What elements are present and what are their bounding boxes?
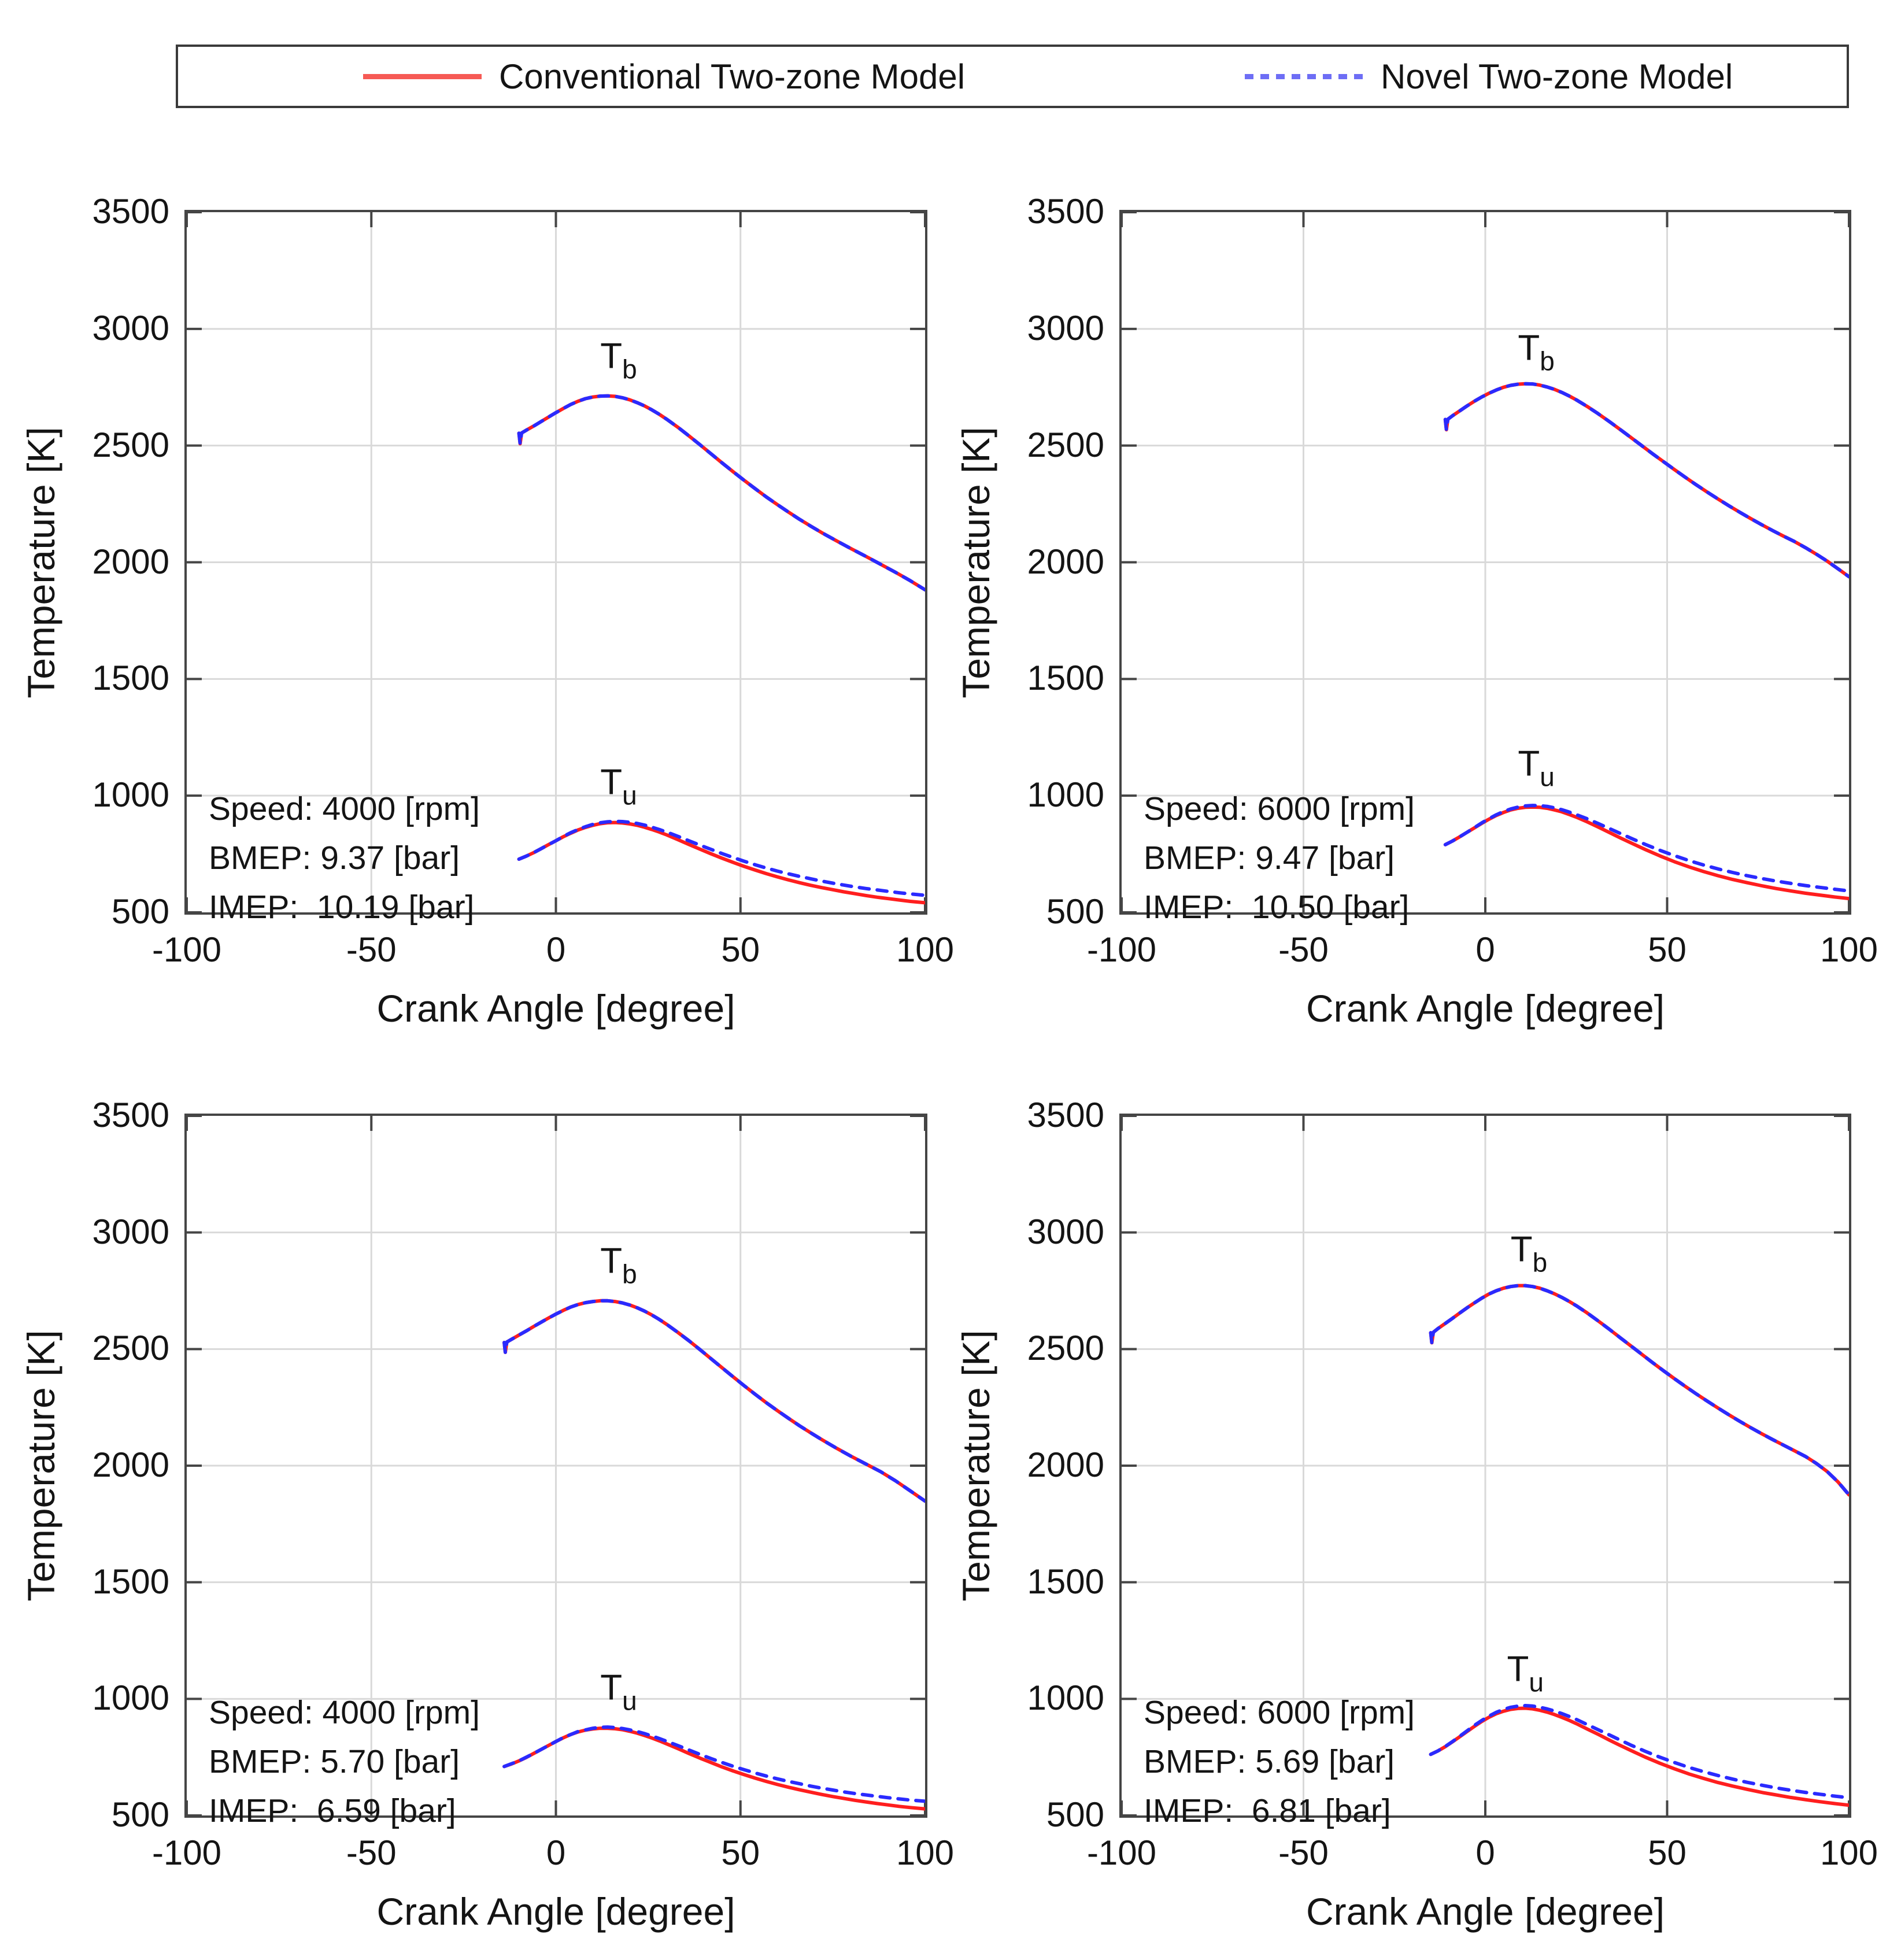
x-axis-label: Crank Angle [degree] xyxy=(376,987,735,1030)
operating-point-annotation: Speed: 4000 [rpm] BMEP: 5.70 [bar] IMEP:… xyxy=(209,1688,480,1836)
legend-item-novel: Novel Two-zone Model xyxy=(1245,47,1733,106)
tu-curve-label: Tu xyxy=(600,1667,637,1716)
legend-label: Novel Two-zone Model xyxy=(1381,57,1733,96)
x-tick-label: 0 xyxy=(1475,930,1495,969)
plot-area xyxy=(184,210,927,915)
x-tick-label: -100 xyxy=(151,930,222,969)
x-tick-label: -50 xyxy=(1278,1833,1329,1872)
plot-canvas xyxy=(1122,212,1849,912)
x-tick-label: 100 xyxy=(896,930,955,969)
plot-area xyxy=(184,1114,927,1818)
y-tick-label: 3500 xyxy=(1027,192,1104,231)
blue-dashed-line-sample xyxy=(1245,73,1363,79)
y-tick-label: 2500 xyxy=(92,425,169,464)
bmep-text: BMEP: 5.69 [bar] xyxy=(1144,1743,1395,1780)
speed-text: Speed: 4000 [rpm] xyxy=(209,790,480,827)
y-tick-label: 500 xyxy=(111,1795,169,1834)
tu-curve-label: Tu xyxy=(600,762,637,811)
y-tick-label: 500 xyxy=(111,892,169,931)
operating-point-annotation: Speed: 6000 [rpm] BMEP: 5.69 [bar] IMEP:… xyxy=(1144,1688,1415,1836)
plot-canvas xyxy=(187,212,925,912)
bmep-text: BMEP: 9.37 [bar] xyxy=(209,840,460,877)
x-tick-label: -100 xyxy=(1086,930,1157,969)
x-axis-label: Crank Angle [degree] xyxy=(1305,1890,1665,1933)
bmep-text: BMEP: 5.70 [bar] xyxy=(209,1743,460,1780)
legend: Conventional Two-zone Model Novel Two-zo… xyxy=(176,45,1849,108)
plot-canvas xyxy=(1122,1116,1849,1815)
tu-curve-label: Tu xyxy=(1507,1649,1544,1698)
y-tick-label: 2500 xyxy=(1027,1329,1104,1368)
y-tick-label: 1000 xyxy=(1027,775,1104,815)
x-tick-label: -50 xyxy=(346,1833,397,1872)
y-tick-label: 2500 xyxy=(92,1329,169,1368)
x-tick-label: -100 xyxy=(1086,1833,1157,1872)
y-tick-label: 3500 xyxy=(92,192,169,231)
y-tick-label: 3500 xyxy=(1027,1096,1104,1134)
legend-item-conventional: Conventional Two-zone Model xyxy=(363,47,965,106)
y-tick-label: 1000 xyxy=(92,1678,169,1718)
x-tick-label: 100 xyxy=(1819,1833,1878,1872)
plot-canvas xyxy=(187,1116,925,1815)
operating-point-annotation: Speed: 4000 [rpm] BMEP: 9.37 [bar] IMEP:… xyxy=(209,785,480,932)
red-solid-line-sample xyxy=(363,73,482,79)
tb-curve-label: Tb xyxy=(1510,1229,1548,1278)
y-tick-label: 500 xyxy=(1046,892,1104,931)
bmep-text: BMEP: 9.47 [bar] xyxy=(1144,840,1395,877)
x-tick-label: 50 xyxy=(721,1833,760,1872)
speed-text: Speed: 6000 [rpm] xyxy=(1144,1694,1415,1731)
x-tick-label: 100 xyxy=(896,1833,955,1872)
y-tick-label: 3000 xyxy=(92,1212,169,1251)
tb-curve-label: Tb xyxy=(1518,328,1555,376)
x-axis-label: Crank Angle [degree] xyxy=(1305,987,1665,1030)
legend-label: Conventional Two-zone Model xyxy=(499,57,966,96)
imep-text: IMEP: 6.59 [bar] xyxy=(209,1792,456,1829)
x-tick-label: 0 xyxy=(546,930,566,969)
y-tick-label: 1500 xyxy=(1027,1562,1104,1601)
y-tick-label: 1500 xyxy=(92,1562,169,1601)
y-tick-label: 2000 xyxy=(92,542,169,581)
imep-text: IMEP: 10.19 [bar] xyxy=(209,889,475,926)
tb-curve-label: Tb xyxy=(600,1241,637,1289)
y-tick-label: 2500 xyxy=(1027,425,1104,464)
y-tick-label: 1500 xyxy=(1027,659,1104,698)
tb-curve-label: Tb xyxy=(600,336,637,384)
y-tick-label: 2000 xyxy=(92,1445,169,1484)
speed-text: Speed: 6000 [rpm] xyxy=(1144,790,1415,827)
x-tick-label: 50 xyxy=(1648,1833,1687,1872)
y-tick-label: 3000 xyxy=(92,308,169,347)
y-tick-label: 2000 xyxy=(1027,542,1104,581)
y-tick-label: 3000 xyxy=(1027,308,1104,347)
x-tick-label: -100 xyxy=(151,1833,222,1872)
y-tick-label: 500 xyxy=(1046,1795,1104,1834)
y-tick-label: 1000 xyxy=(1027,1678,1104,1718)
operating-point-annotation: Speed: 6000 [rpm] BMEP: 9.47 [bar] IMEP:… xyxy=(1144,785,1415,932)
x-tick-label: 50 xyxy=(1648,930,1687,969)
x-tick-label: 0 xyxy=(1475,1833,1495,1872)
y-tick-label: 1500 xyxy=(92,659,169,698)
plot-area xyxy=(1119,1114,1851,1818)
x-tick-label: -50 xyxy=(346,930,397,969)
x-tick-label: 50 xyxy=(721,930,760,969)
y-tick-label: 1000 xyxy=(92,775,169,815)
y-tick-label: 2000 xyxy=(1027,1445,1104,1484)
y-tick-label: 3500 xyxy=(92,1096,169,1134)
tu-curve-label: Tu xyxy=(1518,744,1555,792)
x-tick-label: 0 xyxy=(546,1833,566,1872)
imep-text: IMEP: 10.50 [bar] xyxy=(1144,889,1410,926)
plot-area xyxy=(1119,210,1851,915)
x-axis-label: Crank Angle [degree] xyxy=(376,1890,735,1933)
imep-text: IMEP: 6.81 [bar] xyxy=(1144,1792,1391,1829)
x-tick-label: 100 xyxy=(1819,930,1878,969)
x-tick-label: -50 xyxy=(1278,930,1329,969)
speed-text: Speed: 4000 [rpm] xyxy=(209,1694,480,1731)
y-tick-label: 3000 xyxy=(1027,1212,1104,1251)
